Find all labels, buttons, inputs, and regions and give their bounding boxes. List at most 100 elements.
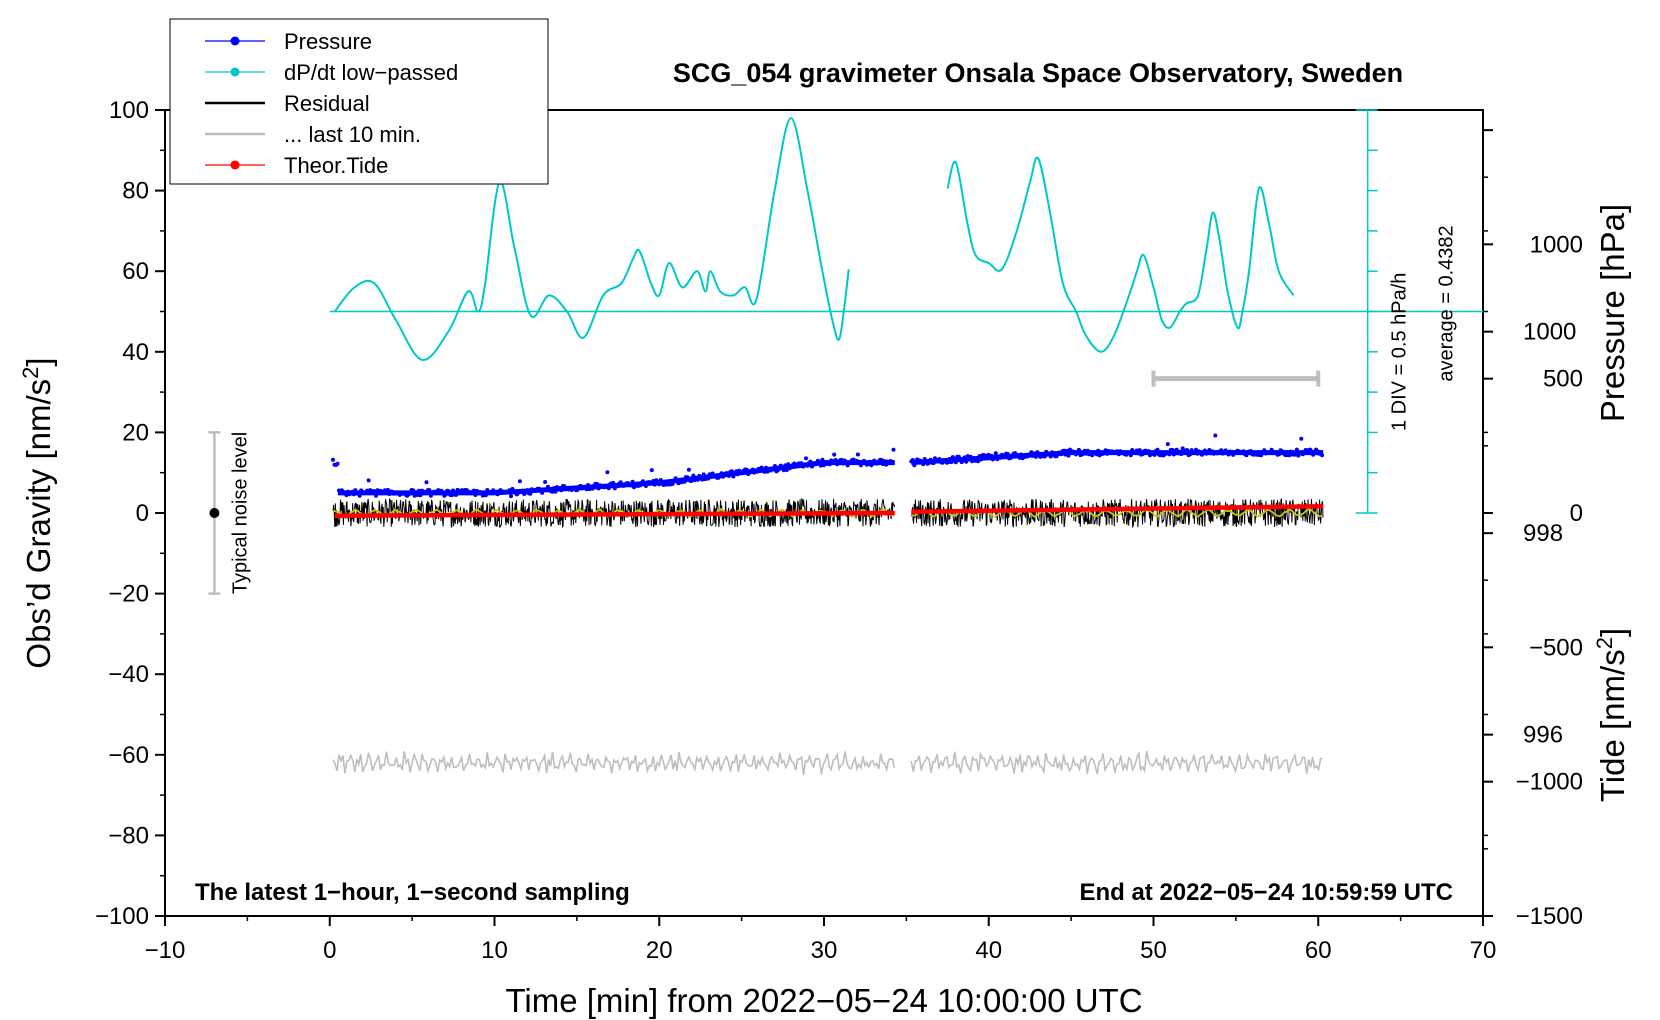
pressure-point [1171,452,1176,457]
pressure-point [1062,448,1066,453]
pressure-point [1155,447,1160,452]
pressure-point [1096,448,1101,453]
pressure-point [510,486,515,491]
pressure-point [1277,452,1281,457]
pressure-point [706,476,711,481]
pressure-point [970,459,975,464]
pressure-point [890,459,894,464]
pressure-point [540,490,545,495]
pressure-point [443,492,448,497]
tide-tick-label: −1000 [1516,769,1583,796]
legend-marker [230,67,240,77]
pressure-point [528,491,533,496]
pressure-point [1066,453,1071,458]
y-tick-label: 60 [122,258,149,285]
pressure-point [1281,449,1286,454]
pressure-point [870,461,875,466]
pressure-point [424,480,429,485]
pressure-point [417,488,421,493]
pressure-point [962,455,967,460]
x-tick-label: 30 [811,937,838,964]
tide-tick-label: 500 [1543,366,1583,393]
pressure-point [968,454,973,459]
pressure-point [764,465,768,470]
pressure-point [1219,448,1224,453]
pressure-point [1320,453,1324,458]
pressure-point [691,473,696,478]
pressure-point [910,458,915,462]
pressure-point [830,459,835,464]
pressure-point [1285,450,1290,454]
pressure-point [344,493,349,498]
pressure-point [949,460,954,465]
pressure-point [867,459,872,464]
pressure-point [855,452,860,457]
pressure-point [891,447,896,452]
pressure-point [1140,452,1145,457]
pressure-point [682,479,687,484]
pressure-point [471,488,476,493]
y-tick-label: −100 [95,903,149,930]
pressure-point [473,493,478,497]
pressure-point [423,489,427,494]
pressure-point [735,472,740,477]
pressure-point [882,459,887,464]
y-tick-label: −60 [108,742,149,769]
pressure-point [525,488,530,493]
pressure-point [483,493,488,498]
dpdt-curve [333,117,850,361]
pressure-point [446,489,451,494]
pressure-point [952,456,957,461]
pressure-point [927,460,932,465]
y-tick-label: 0 [136,500,149,527]
series-layer [331,117,1324,776]
pressure-point [964,459,969,464]
pressure-point [976,459,980,464]
pressure-point [808,459,813,464]
pressure-point [1202,448,1207,453]
pressure-point [517,479,522,484]
pressure-point [759,465,764,470]
pressure-point [817,460,822,464]
pressure-point [744,467,749,472]
pressure-point [881,462,886,467]
average-label: average = 0.4382 [1436,225,1458,381]
pressure-point [700,477,705,482]
pressure-point [365,488,370,493]
tide-tick-label: −500 [1529,634,1583,661]
pressure-point [686,467,691,472]
tide-line [911,504,1324,514]
last-10-min-bar [1151,370,1321,387]
pressure-point [729,469,734,474]
legend-marker [230,160,240,170]
pressure-point [989,453,994,458]
pressure-point [374,493,378,498]
pressure-point [1294,447,1299,452]
pressure-point [1029,450,1034,455]
pressure-point [921,462,926,467]
pressure-point [357,493,362,498]
legend-marker [230,36,240,46]
y-tick-label: −20 [108,581,149,608]
pressure-point [1076,447,1081,452]
last-10-min-line [332,751,896,776]
legend-items: Pressure dP/dt low−passed Residual ... last… [205,29,458,178]
pressure-point [958,457,963,461]
tide-tick-label: 1000 [1530,231,1583,258]
y-tick-label: 40 [122,339,149,366]
pressure-point [1189,448,1194,453]
pressure-point [331,457,335,462]
pressure-point [1065,448,1069,453]
typical-noise-bar [208,431,221,595]
pressure-point [784,468,789,472]
pressure-point [1036,451,1041,456]
y-tick-label: 20 [122,419,149,446]
dpdt-scale-ruler [329,109,1483,514]
pressure-point [1042,454,1047,459]
x-tick-label: 10 [481,937,508,964]
pressure-point [1048,454,1053,459]
pressure-point [673,476,678,481]
legend-label: Theor.Tide [284,153,388,178]
pressure-point [953,460,958,465]
pressure-point [771,467,776,472]
